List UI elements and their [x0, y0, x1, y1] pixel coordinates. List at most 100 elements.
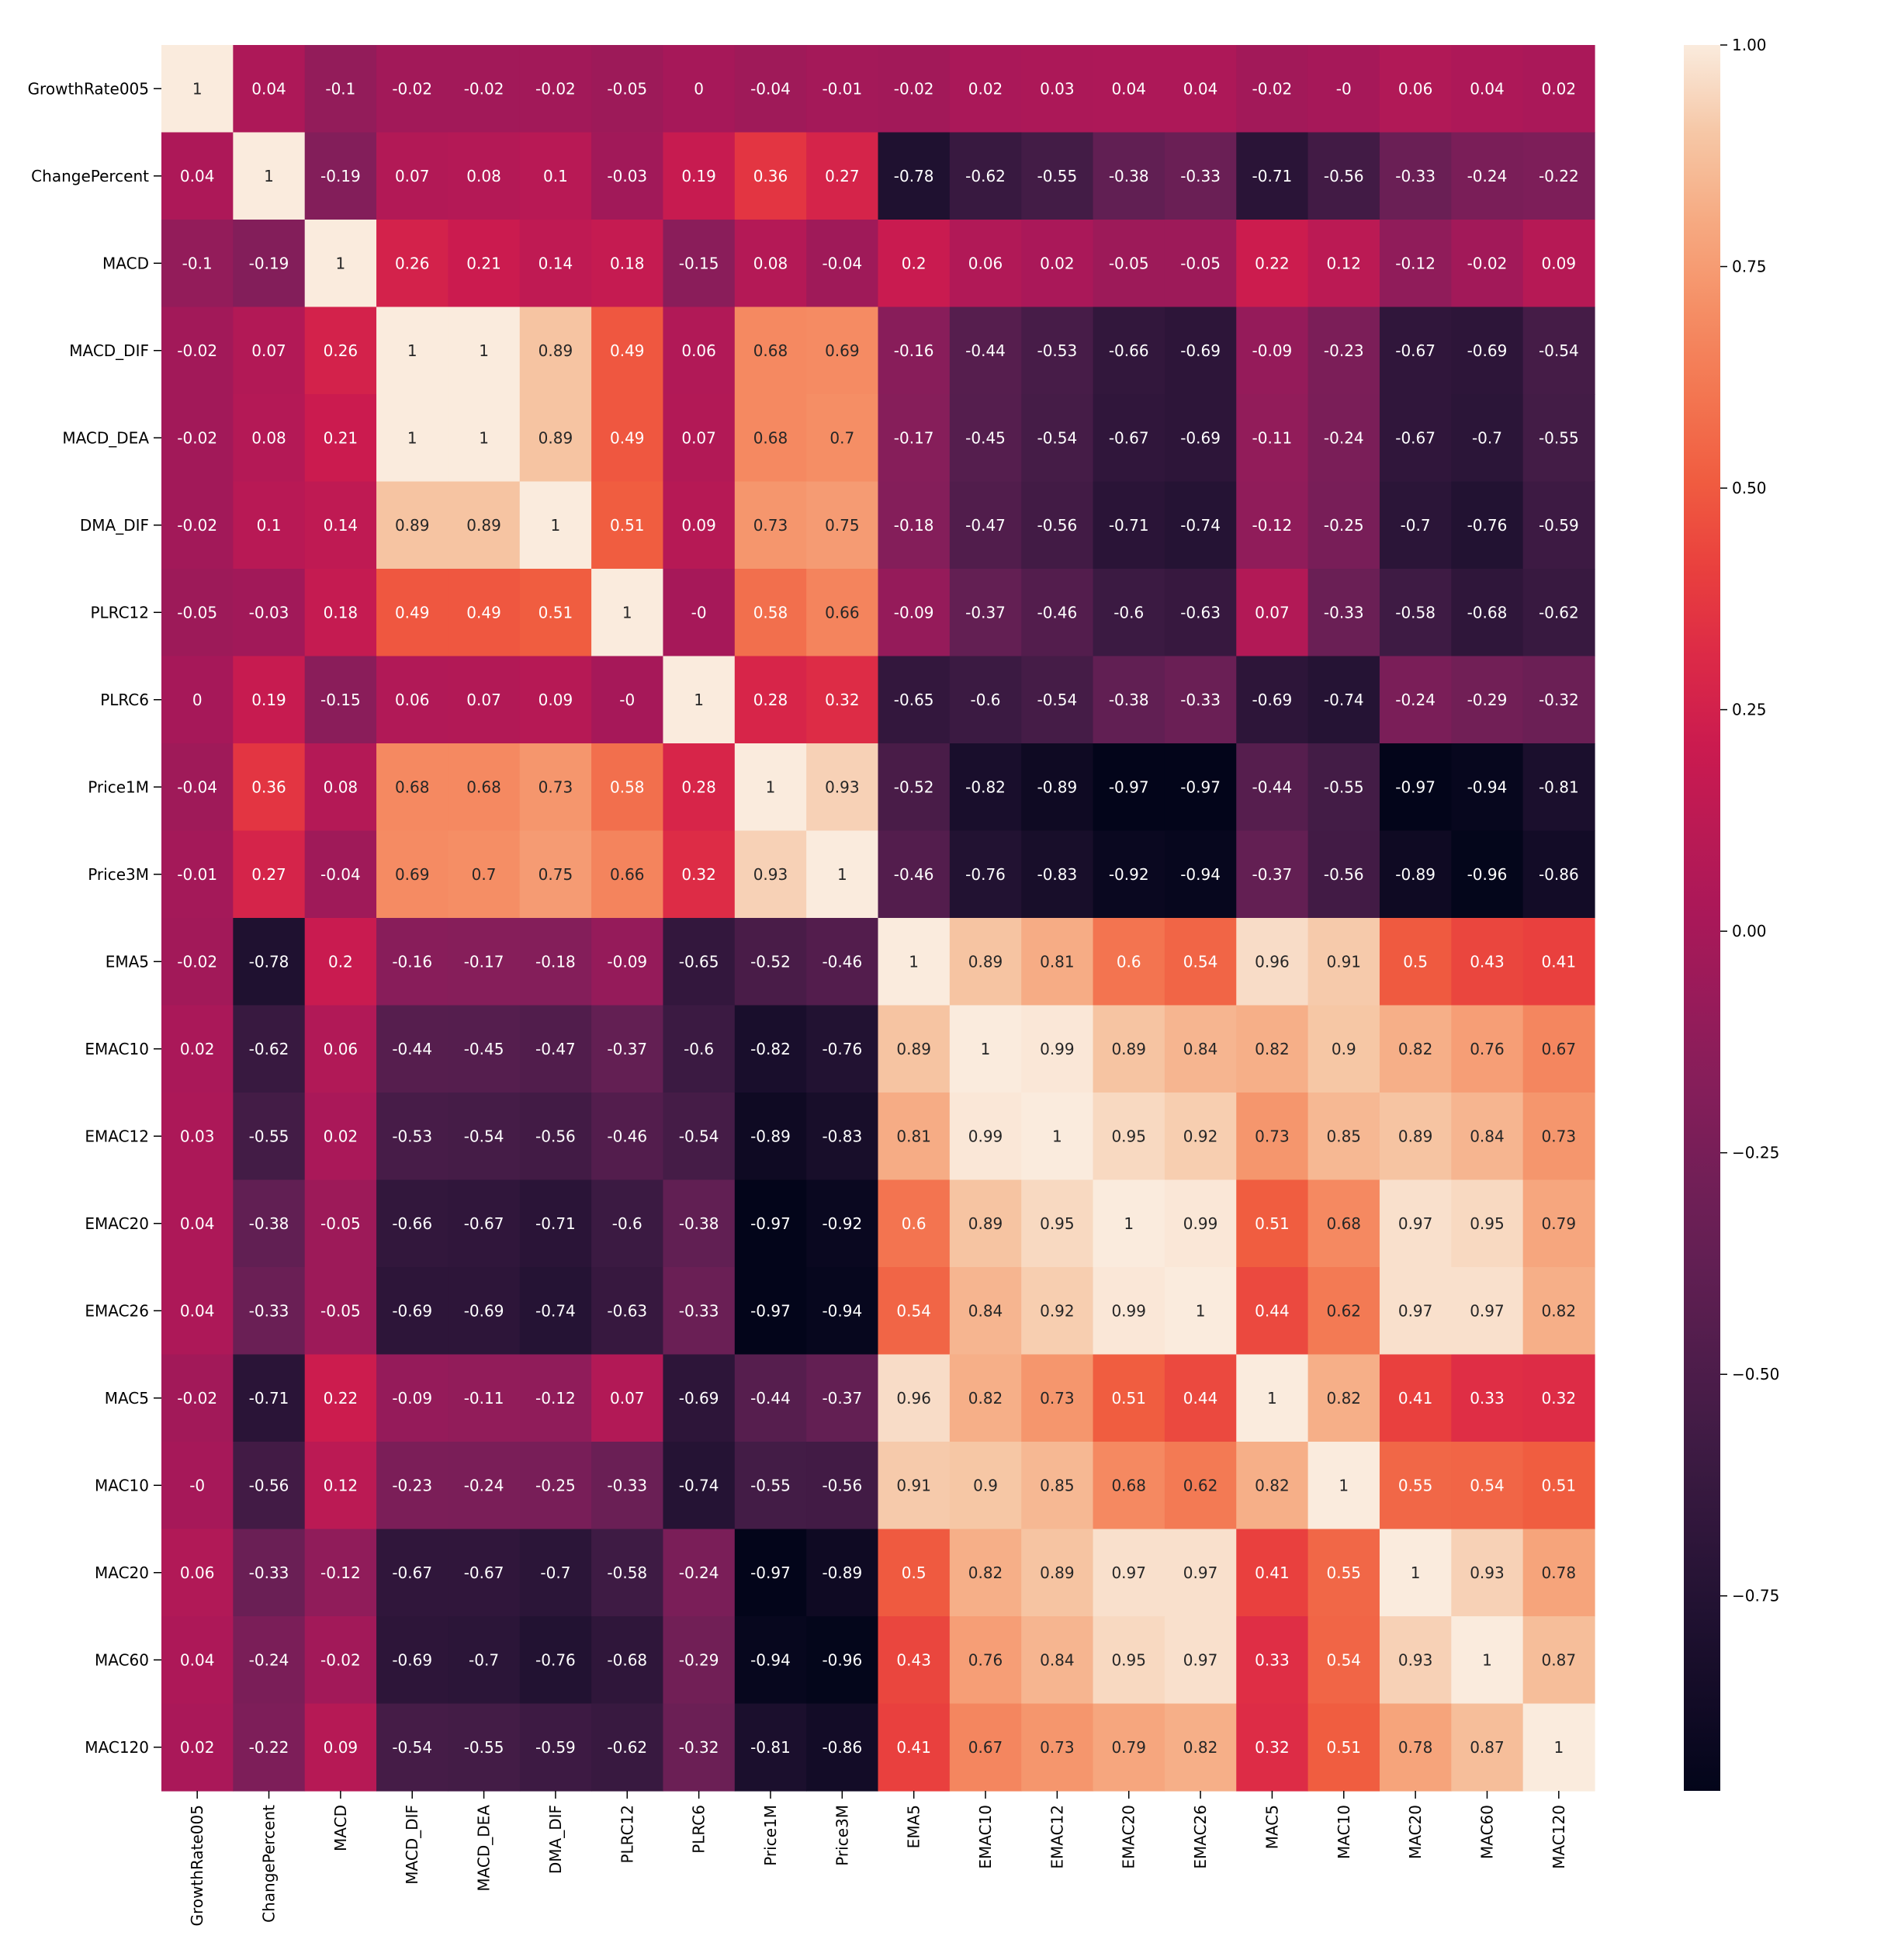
heatmap-cell — [233, 481, 306, 570]
heatmap-cell-value: -0.33 — [1180, 167, 1221, 185]
heatmap-cell-value: -0.78 — [249, 952, 289, 971]
heatmap-cell-value: 0.09 — [324, 1738, 358, 1757]
heatmap-cell-value: 0.5 — [1403, 952, 1428, 971]
heatmap-cell-value: -0.33 — [249, 1563, 289, 1582]
heatmap-cell-value: -0.05 — [177, 603, 217, 622]
heatmap-cell-value: 0.97 — [1183, 1563, 1218, 1582]
heatmap-cell — [1522, 45, 1595, 133]
heatmap-cell — [1451, 1354, 1524, 1442]
heatmap-cell — [734, 220, 807, 308]
heatmap-cell-value: -0.69 — [1252, 691, 1293, 709]
heatmap-cell-value: 0.02 — [1542, 79, 1577, 98]
heatmap-cell — [591, 132, 664, 220]
heatmap-cell — [663, 656, 736, 744]
heatmap-cell — [161, 306, 234, 395]
heatmap-cell — [233, 830, 306, 919]
heatmap-cell-value: 0.51 — [1255, 1214, 1290, 1233]
heatmap-cell-value: 0.97 — [1470, 1301, 1505, 1320]
heatmap-cell-value: 0.91 — [1327, 952, 1362, 971]
heatmap-cell — [806, 1442, 879, 1530]
heatmap-cell-value: -0.69 — [392, 1301, 432, 1320]
heatmap-cell — [1307, 1005, 1380, 1093]
heatmap-cell — [806, 1005, 879, 1093]
heatmap-cell — [806, 1354, 879, 1442]
heatmap-cell-value: 0.07 — [395, 167, 430, 185]
heatmap-cell — [1379, 1354, 1452, 1442]
heatmap-cell-value: -0.94 — [822, 1301, 862, 1320]
heatmap-cell-value: -0.69 — [679, 1389, 719, 1408]
heatmap-cell — [734, 918, 807, 1006]
heatmap-cell-value: 0.84 — [968, 1301, 1003, 1320]
heatmap-cell-value: -0.97 — [1109, 777, 1149, 796]
heatmap-cell — [1236, 918, 1309, 1006]
heatmap-cell — [1379, 481, 1452, 570]
heatmap-cell-value: -0.78 — [894, 167, 934, 185]
heatmap-cell-value: -0.15 — [679, 254, 719, 272]
heatmap-cell — [663, 1354, 736, 1442]
x-tick-label: Price3M — [833, 1805, 851, 1866]
heatmap-cell — [1021, 220, 1094, 308]
heatmap-cell-value: 0.95 — [1111, 1650, 1146, 1669]
heatmap-cell — [448, 656, 521, 744]
heatmap-cell — [1021, 743, 1094, 832]
heatmap-cell — [1379, 220, 1452, 308]
heatmap-cell — [233, 1179, 306, 1268]
heatmap-cell-value: 0.54 — [896, 1301, 931, 1320]
heatmap-cell — [1307, 45, 1380, 133]
heatmap-cell-value: 0.89 — [539, 341, 573, 360]
heatmap-cell-value: 0.49 — [610, 341, 645, 360]
heatmap-cell-value: 0.2 — [902, 254, 926, 272]
heatmap-cell-value: 0.95 — [1111, 1127, 1146, 1145]
heatmap-cell — [1093, 1442, 1165, 1530]
heatmap-cell — [878, 220, 951, 308]
heatmap-cell-value: 0.67 — [1542, 1040, 1577, 1058]
heatmap-cell-value: -0.33 — [1395, 167, 1436, 185]
heatmap-cell-value: 0.08 — [753, 254, 788, 272]
heatmap-cell — [161, 481, 234, 570]
heatmap-cell-value: 0.44 — [1255, 1301, 1290, 1320]
heatmap-cell — [519, 830, 592, 919]
heatmap-cell-value: -0.66 — [1109, 341, 1149, 360]
heatmap-cell — [1522, 1179, 1595, 1268]
heatmap-cell — [448, 918, 521, 1006]
heatmap-cell-value: 0.89 — [539, 428, 573, 447]
heatmap-cell-value: -0.58 — [607, 1563, 647, 1582]
heatmap-cell — [1093, 569, 1165, 657]
heatmap-cell-value: -0.54 — [1037, 691, 1077, 709]
heatmap-cell-value: 1 — [766, 777, 776, 796]
heatmap-cell-value: -0.37 — [822, 1389, 862, 1408]
heatmap-cell — [734, 743, 807, 832]
heatmap-cell — [806, 656, 879, 744]
heatmap-cell-value: 0.08 — [251, 428, 286, 447]
heatmap-cell-value: -0.24 — [1467, 167, 1508, 185]
heatmap-cell-value: 0.68 — [753, 428, 788, 447]
heatmap-cell — [663, 1179, 736, 1268]
heatmap-cell-value: 0.22 — [1255, 254, 1290, 272]
heatmap-cell-value: 0.91 — [896, 1476, 931, 1494]
heatmap-cell-value: 0.32 — [681, 865, 716, 884]
heatmap-cell-value: -0.32 — [679, 1738, 719, 1757]
heatmap-cell-value: 0.82 — [1183, 1738, 1218, 1757]
heatmap-cell — [806, 1093, 879, 1181]
heatmap-cell-value: -0.55 — [1324, 777, 1364, 796]
heatmap-cell — [304, 1093, 377, 1181]
heatmap-cell — [161, 394, 234, 483]
heatmap-cell-value: 0.14 — [539, 254, 573, 272]
y-tick-label: MAC120 — [85, 1738, 149, 1757]
heatmap-cell — [949, 830, 1022, 919]
heatmap-cell-value: -0.05 — [607, 79, 647, 98]
heatmap-cell-value: 0.14 — [324, 516, 358, 535]
heatmap-cell-value: 0.5 — [902, 1563, 926, 1582]
heatmap-cell-value: -0.55 — [750, 1476, 791, 1494]
heatmap-cell-value: -0.02 — [177, 1389, 217, 1408]
heatmap-cell-value: -0 — [691, 603, 707, 622]
heatmap-cell — [949, 1179, 1022, 1268]
heatmap-cell — [663, 1093, 736, 1181]
heatmap-cell — [591, 1354, 664, 1442]
heatmap-cell — [376, 132, 449, 220]
heatmap-cell — [663, 220, 736, 308]
heatmap-cell-value: 0.02 — [180, 1738, 215, 1757]
heatmap-cell — [233, 45, 306, 133]
heatmap-cell-value: 0.08 — [324, 777, 358, 796]
heatmap-cell — [1021, 1703, 1094, 1792]
